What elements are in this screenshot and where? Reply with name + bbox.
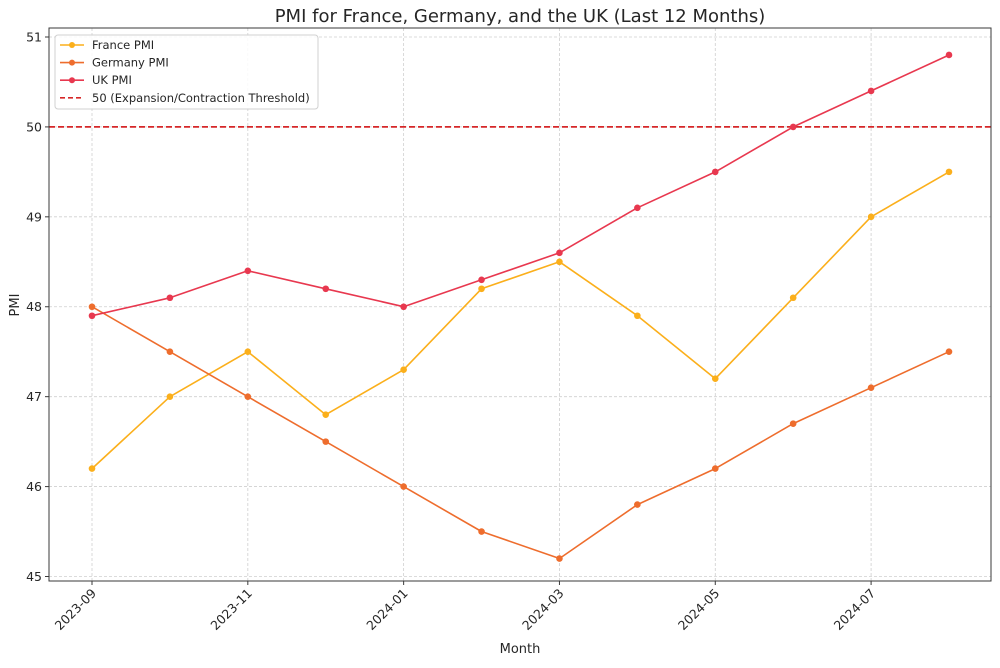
legend-box [54,34,319,110]
legend-label: UK PMI [92,73,132,87]
data-point [556,555,563,562]
data-point [166,294,174,302]
data-point [945,348,953,356]
data-point [88,303,96,311]
legend-label: France PMI [92,38,154,52]
data-point [400,303,407,311]
data-point [634,501,641,508]
series-layer [88,51,953,562]
data-point [244,393,252,400]
data-point [322,411,330,418]
series-line-1 [91,171,950,470]
data-point [945,51,953,59]
data-point [789,123,797,131]
data-point [322,438,330,445]
series-line-3 [91,54,950,317]
y-tick-label: 51 [26,29,42,44]
data-point [634,312,641,320]
chart-title: PMI for France, Germany, and the UK (Las… [275,6,766,27]
y-tick-label: 50 [26,119,42,134]
y-tick-label: 48 [26,299,42,314]
data-point [789,294,797,302]
data-point [867,213,875,221]
x-tick-label: 2023-11 [207,586,255,634]
plot-frame [48,27,992,582]
data-point [789,420,797,427]
x-axis-label: Month [500,642,541,657]
x-tick-label: 2023-09 [52,585,100,633]
legend-label: 50 (Expansion/Contraction Threshold) [92,91,310,105]
data-point [867,87,875,95]
x-tick-label: 2024-07 [831,586,879,634]
y-tick-label: 47 [26,389,42,404]
data-point [556,258,563,266]
data-point [634,204,641,212]
data-point [478,528,485,535]
series-line-2 [91,306,950,560]
data-point [322,285,330,293]
x-tick-label: 2024-05 [675,586,723,634]
y-tick-label: 46 [26,479,42,494]
y-axis-label: PMI [8,294,23,317]
data-point [711,465,719,472]
data-point [478,276,485,284]
data-point [556,249,563,257]
grid [49,28,991,581]
data-point [478,285,485,293]
data-point [945,168,953,176]
x-tick-label: 2024-01 [363,586,411,634]
y-tick-label: 45 [26,569,42,584]
data-point [88,312,96,320]
x-tick-label: 2024-03 [519,586,567,634]
legend-label: Germany PMI [92,56,169,70]
data-point [244,267,252,275]
legend: France PMI Germany PMI UK PMI 50 (Expansion… [54,34,319,110]
legend-swatch-marker [69,42,75,48]
y-tick-label: 49 [26,209,42,224]
y-axis-ticks: 45 46 47 48 49 50 51 [26,29,49,584]
data-point [166,393,174,400]
x-axis-ticks: 2023-09 2023-11 2024-01 2024-03 2024-05 2024-… [52,581,879,634]
legend-swatch-marker [69,59,75,66]
data-point [400,483,407,490]
data-point [400,366,407,373]
data-point [166,348,174,356]
data-point [711,375,719,382]
legend-swatch-marker [69,77,75,84]
data-point [88,465,96,472]
data-point [711,168,719,176]
data-point [244,348,252,356]
data-point [867,384,875,391]
